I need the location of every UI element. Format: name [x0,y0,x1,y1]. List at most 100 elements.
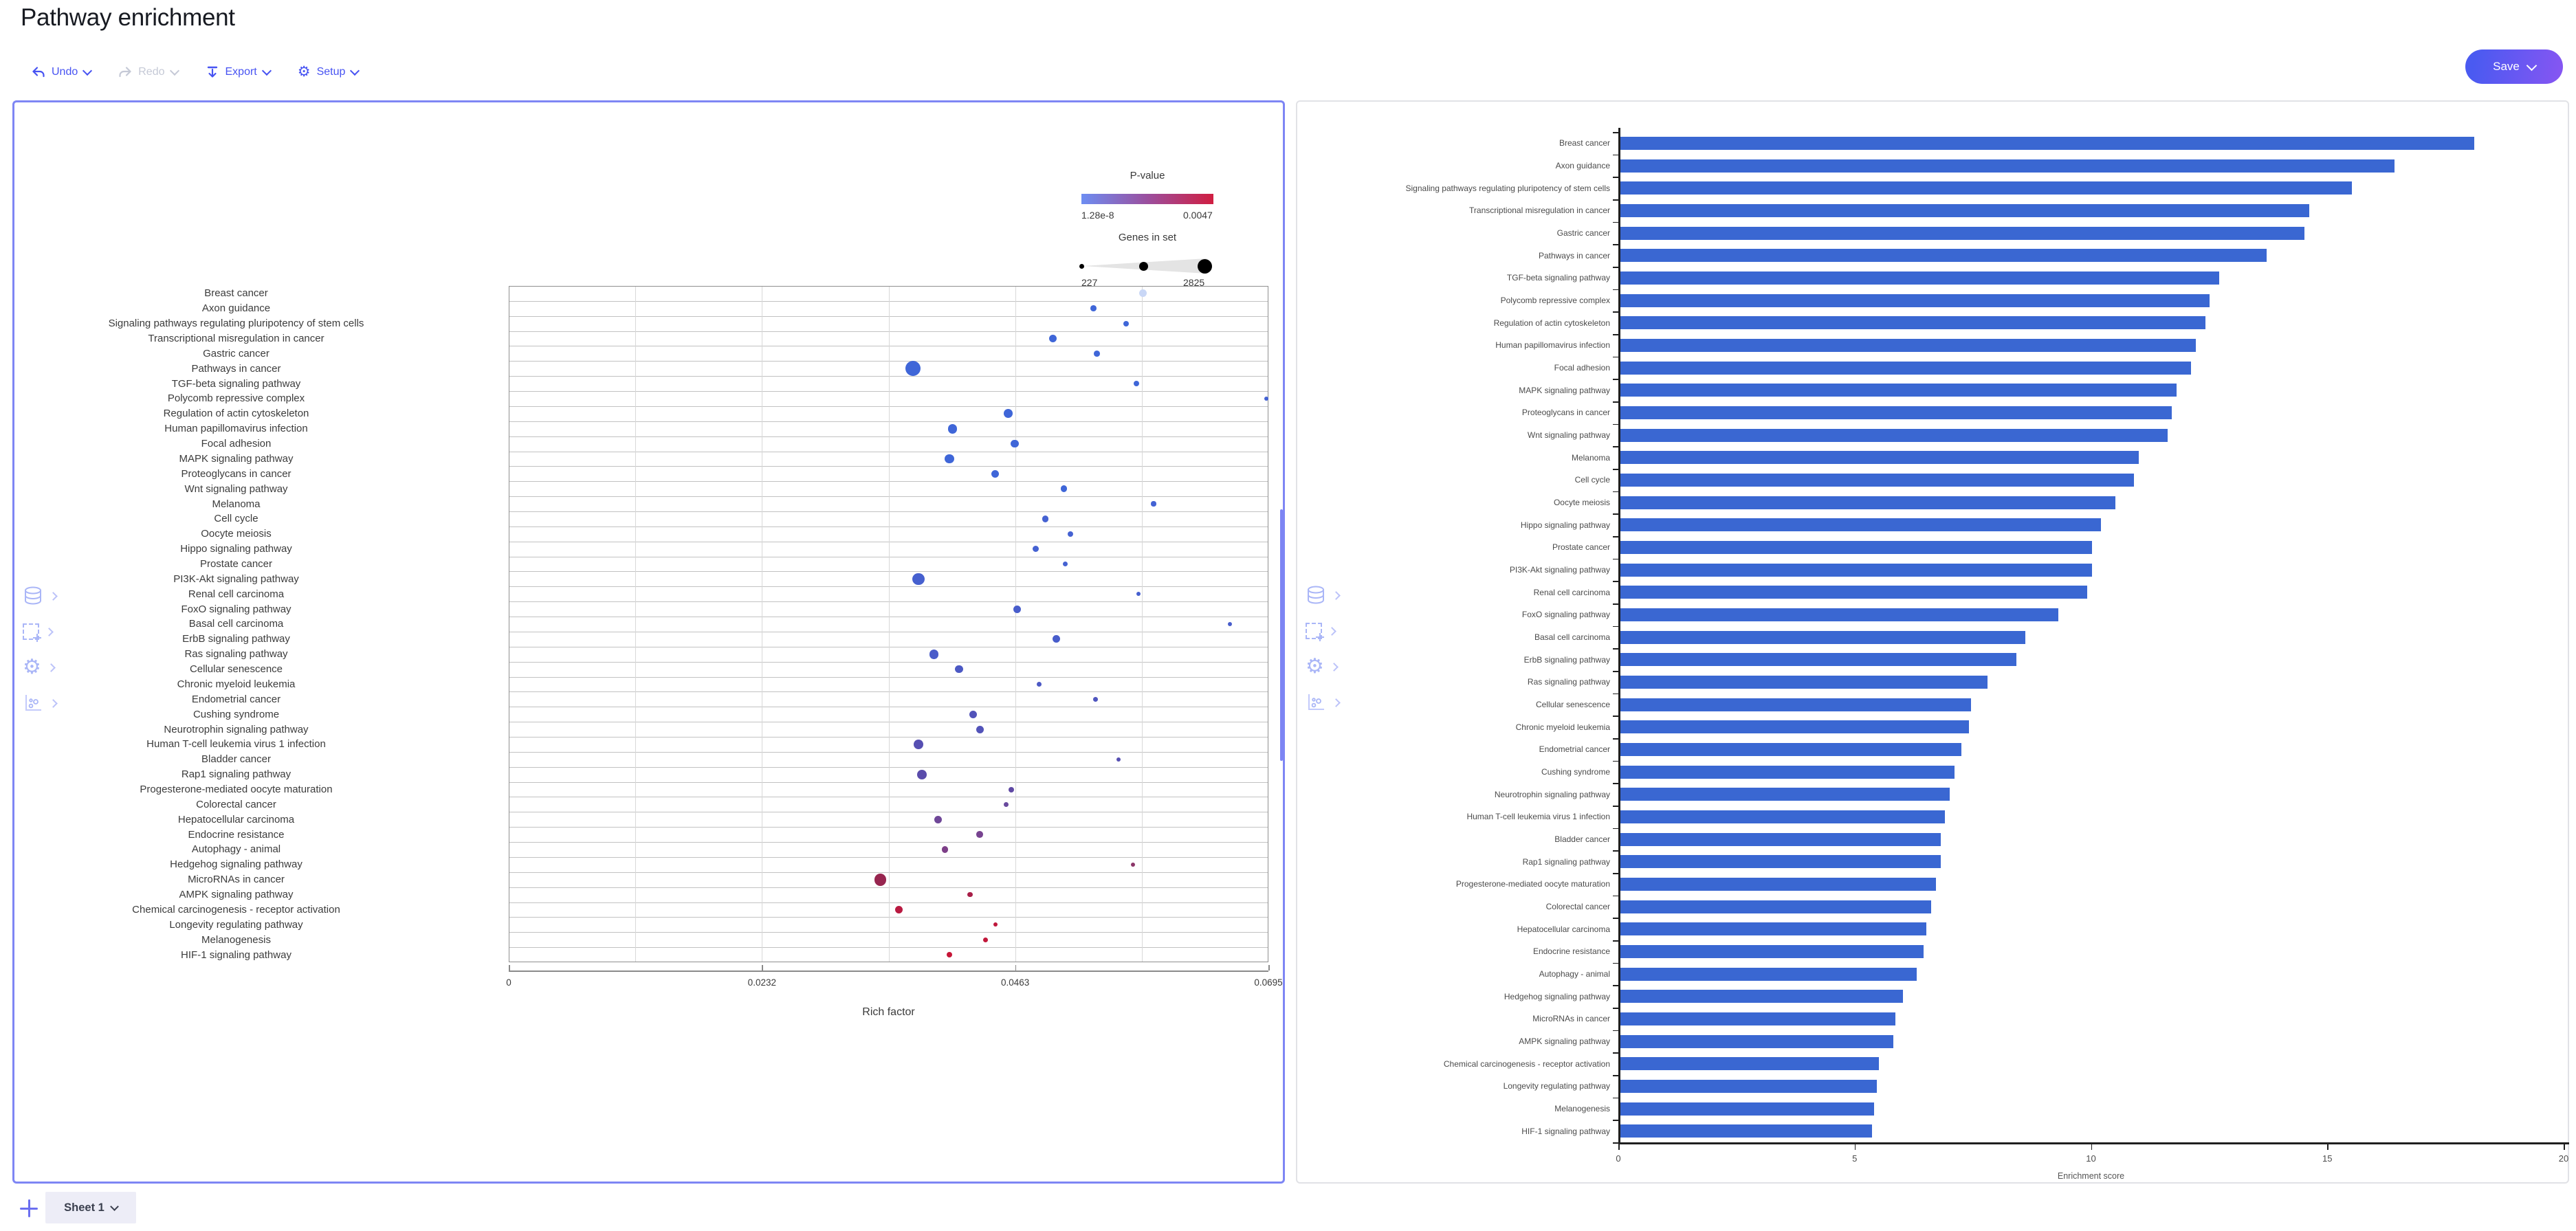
bar-label: Hepatocellular carcinoma [1517,924,1610,934]
bar [1619,720,1969,734]
chart-type-button[interactable] [1306,690,1341,715]
data-source-button[interactable] [23,584,58,608]
bar-label: Proteoglycans in cancer [1521,408,1610,418]
scatter-point [912,573,925,586]
y-axis-tick [1613,895,1618,897]
bar [1619,1102,1875,1116]
bar-label: Endometrial cancer [1539,744,1610,755]
genes-size-dot [1198,258,1212,274]
scatter-point [944,454,954,464]
y-axis-tick [1613,1120,1618,1121]
x-tick-label: 15 [2322,1153,2333,1164]
y-axis-label: Human papillomavirus infection [164,423,308,435]
y-axis-tick [1613,446,1618,447]
bar-chart-panel[interactable]: ⚙ Breast cancer Axon guidance Signaling pa… [1296,100,2569,1184]
y-axis-tick [1613,985,1618,986]
bar-label: TGF-beta signaling pathway [1506,273,1610,283]
y-axis-label: Autophagy - animal [191,843,281,856]
bar [1619,428,2168,442]
y-axis-label: FoxO signaling pathway [181,603,291,615]
bar [1619,810,1946,823]
export-button[interactable]: Export [206,65,272,79]
y-axis-label: Pathways in cancer [191,362,281,375]
x-axis-tick [1618,1144,1620,1150]
genes-max-label: 2825 [1183,277,1205,288]
undo-button[interactable]: Undo [32,65,93,79]
redo-label: Redo [138,66,165,78]
y-axis-tick [1613,536,1618,537]
bar-label: Axon guidance [1555,161,1610,170]
sheet-tab-label: Sheet 1 [64,1201,104,1214]
bar-label: Oocyte meiosis [1553,498,1610,507]
setup-button[interactable]: ⚙ Setup [297,64,360,80]
scatter-point [955,665,963,674]
scatter-point [976,831,984,838]
scatter-point [1009,786,1015,792]
bar [1619,384,2177,397]
save-button[interactable]: Save [2465,49,2563,84]
x-tick-label: 10 [2086,1153,2096,1164]
bar-label: Transcriptional misregulation in cancer [1469,206,1610,216]
y-axis-label: Rap1 signaling pathway [181,768,291,781]
chart-type-button[interactable] [23,691,58,716]
gridline [1015,286,1016,962]
legend-genes-title: Genes in set [1118,232,1177,243]
bar-label: Melanogenesis [1554,1104,1610,1113]
gear-icon: ⚙ [297,64,311,80]
data-source-button[interactable] [1306,583,1341,608]
scatter-chart-panel[interactable]: ⚙ P-value 1.28e-8 0.0047 Genes in set 227 282… [12,100,1285,1184]
settings-button[interactable]: ⚙ [23,655,56,680]
y-axis-label: Renal cell carcinoma [188,588,285,600]
x-axis-title: Enrichment score [2057,1171,2125,1181]
add-sheet-button[interactable] [19,1199,40,1219]
add-selection-button[interactable] [1306,619,1339,643]
bar-label: Bladder cancer [1554,834,1610,844]
bar-label: Autophagy - animal [1539,969,1610,979]
bar-label: Regulation of actin cytoskeleton [1493,318,1610,328]
y-axis-tick [1613,648,1618,650]
x-tick-label: 5 [1852,1153,1858,1164]
bar [1619,1079,1877,1093]
scatter-point [874,873,887,886]
y-axis-label: Chemical carcinogenesis - receptor activ… [132,903,340,916]
x-axis-line [1618,1142,2569,1144]
x-axis-line [509,971,1268,972]
y-axis-line [1618,128,1620,1142]
chart-type-icon [1306,692,1326,713]
genes-min-label: 227 [1081,277,1098,288]
bar-label: Melanoma [1571,452,1610,463]
chart-type-icon [23,693,43,713]
scatter-point [1011,439,1019,448]
x-axis-tick [2327,1144,2329,1150]
y-axis-label: Endometrial cancer [191,693,281,705]
bar-label: Hedgehog signaling pathway [1504,991,1610,1001]
x-tick-label: 20 [2558,1153,2569,1164]
bar-label: Basal cell carcinoma [1534,632,1610,642]
y-axis-tick [1613,423,1618,425]
y-axis-tick [1613,491,1618,493]
scatter-point [895,906,903,913]
bar [1619,630,2026,644]
bar [1619,563,2092,577]
panel-scrollbar[interactable] [1280,509,1283,761]
bar-label: Wnt signaling pathway [1527,430,1610,440]
undo-icon [32,65,45,79]
save-label: Save [2493,60,2520,73]
scatter-point [1003,801,1009,807]
sheet-tab[interactable]: Sheet 1 [45,1192,136,1223]
add-selection-button[interactable] [23,619,56,644]
y-axis-tick [1613,267,1618,268]
y-axis-tick [1613,334,1618,335]
scatter-point [1138,289,1147,298]
y-axis-tick [1613,873,1618,874]
bar [1619,226,2304,240]
y-axis-label: Oocyte meiosis [201,528,272,540]
settings-button[interactable]: ⚙ [1306,654,1339,679]
y-axis-tick [1613,738,1618,740]
x-axis-tick [1854,1144,1856,1150]
redo-button[interactable]: Redo [118,65,179,79]
scatter-point [1151,501,1156,507]
scatter-point [1093,696,1099,702]
y-axis-label: AMPK signaling pathway [179,889,294,901]
